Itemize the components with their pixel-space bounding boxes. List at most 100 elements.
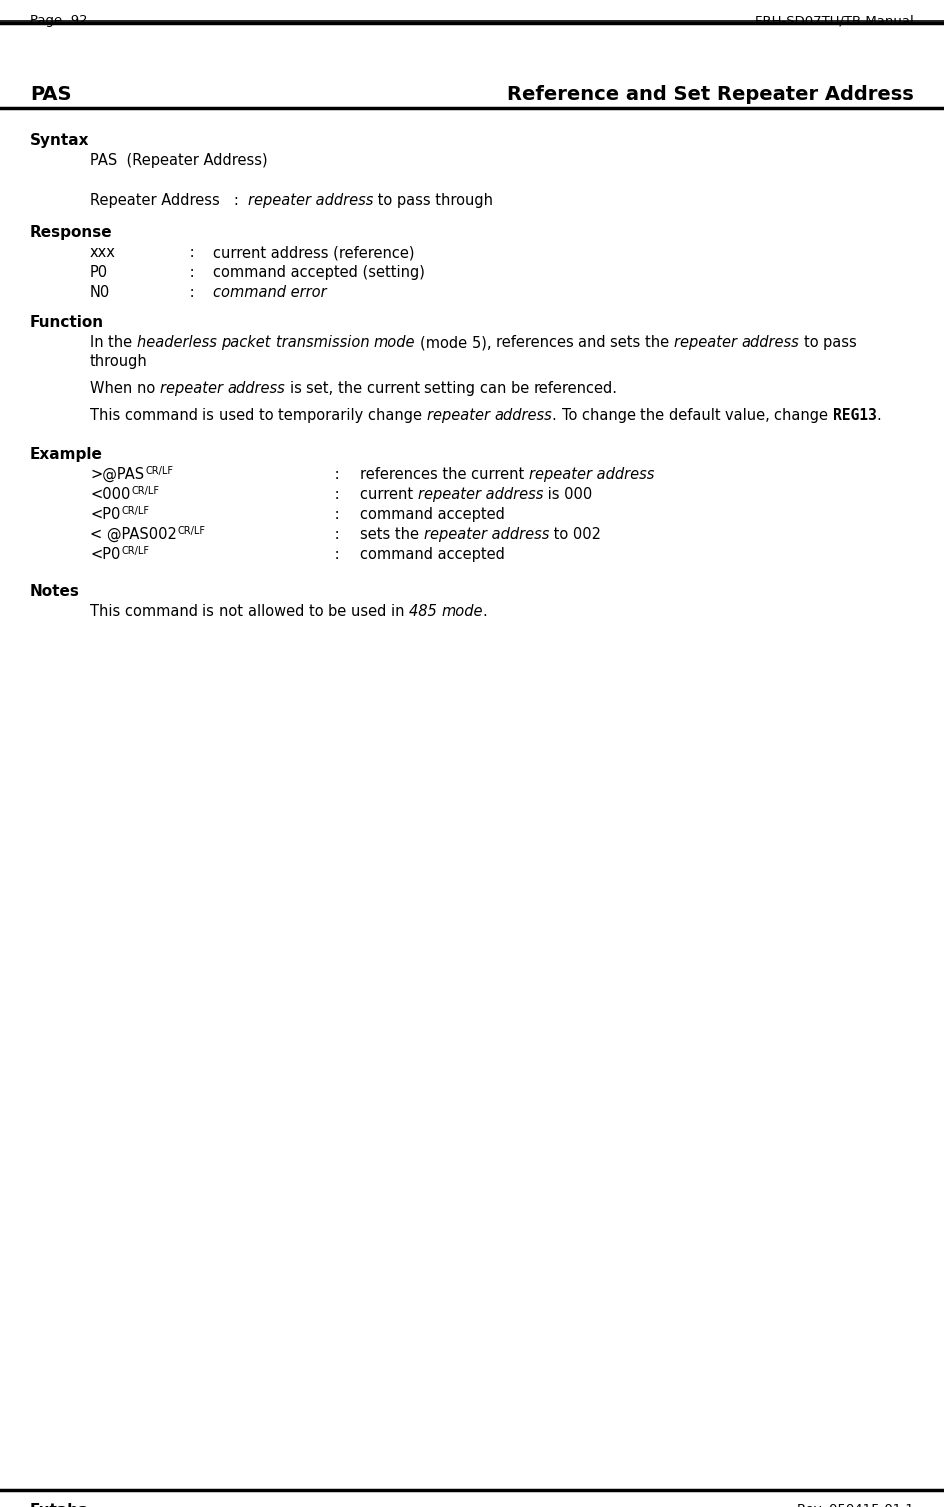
Text: >@PAS: >@PAS: [90, 467, 144, 482]
Text: set,: set,: [306, 381, 338, 396]
Text: To: To: [562, 408, 582, 423]
Text: used: used: [219, 408, 259, 423]
Text: current: current: [367, 381, 425, 396]
Text: is 000: is 000: [543, 487, 593, 502]
Text: value,: value,: [725, 408, 774, 423]
Text: :: :: [330, 506, 349, 521]
Text: .: .: [482, 604, 487, 619]
Text: repeater: repeater: [674, 335, 742, 350]
Text: :: :: [330, 487, 349, 502]
Text: temporarily: temporarily: [278, 408, 368, 423]
Text: <P0: <P0: [90, 547, 121, 562]
Text: mode: mode: [441, 604, 482, 619]
Text: used: used: [351, 604, 391, 619]
Text: <000: <000: [90, 487, 130, 502]
Text: transmission: transmission: [276, 335, 374, 350]
Text: FRH-SD07TU/TB Manual: FRH-SD07TU/TB Manual: [755, 14, 914, 27]
Text: PAS: PAS: [30, 86, 72, 104]
Text: is: is: [203, 408, 219, 423]
Text: mode: mode: [374, 335, 415, 350]
Text: change: change: [368, 408, 427, 423]
Text: command accepted: command accepted: [360, 506, 505, 521]
Text: to: to: [259, 408, 278, 423]
Text: Example: Example: [30, 448, 103, 463]
Text: :: :: [220, 193, 248, 208]
Text: sets the: sets the: [360, 527, 424, 543]
Text: 485: 485: [409, 604, 441, 619]
Text: PAS  (Repeater Address): PAS (Repeater Address): [90, 154, 268, 167]
Text: command: command: [125, 604, 203, 619]
Text: through: through: [90, 354, 148, 369]
Text: <P0: <P0: [90, 506, 121, 521]
Text: to: to: [309, 604, 328, 619]
Text: address: address: [228, 381, 285, 396]
Text: references the current: references the current: [360, 467, 529, 482]
Text: Function: Function: [30, 315, 104, 330]
Text: Futaba: Futaba: [30, 1502, 90, 1507]
Text: repeater address: repeater address: [424, 527, 549, 543]
Text: pass: pass: [823, 335, 862, 350]
Text: This: This: [90, 408, 125, 423]
Text: the: the: [640, 408, 669, 423]
Text: :: :: [185, 285, 204, 300]
Text: command: command: [125, 408, 203, 423]
Text: is: is: [290, 381, 306, 396]
Text: the: the: [338, 381, 367, 396]
Text: Syntax: Syntax: [30, 133, 90, 148]
Text: :: :: [330, 527, 349, 543]
Text: repeater address: repeater address: [529, 467, 654, 482]
Text: change: change: [774, 408, 834, 423]
Text: command accepted (setting): command accepted (setting): [213, 265, 425, 280]
Text: repeater: repeater: [427, 408, 495, 423]
Text: change: change: [582, 408, 640, 423]
Text: to 002: to 002: [549, 527, 601, 543]
Text: This: This: [90, 604, 125, 619]
Text: current: current: [360, 487, 418, 502]
Text: address: address: [742, 335, 800, 350]
Text: setting: setting: [425, 381, 480, 396]
Text: default: default: [669, 408, 725, 423]
Text: 5),: 5),: [472, 335, 496, 350]
Text: :: :: [330, 467, 349, 482]
Text: command accepted: command accepted: [360, 547, 505, 562]
Text: Rev. 050415-01.1: Rev. 050415-01.1: [797, 1502, 914, 1507]
Text: .: .: [877, 408, 882, 423]
Text: xxx: xxx: [90, 246, 116, 261]
Text: is: is: [203, 604, 219, 619]
Text: be: be: [328, 604, 351, 619]
Text: repeater address: repeater address: [418, 487, 543, 502]
Text: Notes: Notes: [30, 585, 80, 598]
Text: in: in: [391, 604, 409, 619]
Text: current address (reference): current address (reference): [213, 246, 414, 261]
Text: referenced.: referenced.: [534, 381, 618, 396]
Text: the: the: [646, 335, 674, 350]
Text: packet: packet: [222, 335, 276, 350]
Text: repeater address: repeater address: [248, 193, 373, 208]
Text: (mode: (mode: [420, 335, 472, 350]
Text: allowed: allowed: [247, 604, 309, 619]
Text: command error: command error: [213, 285, 327, 300]
Text: CR/LF: CR/LF: [131, 485, 160, 496]
Text: < @PAS002: < @PAS002: [90, 527, 177, 543]
Text: not: not: [219, 604, 247, 619]
Text: and: and: [579, 335, 611, 350]
Text: In: In: [90, 335, 109, 350]
Text: references: references: [496, 335, 579, 350]
Text: headerless: headerless: [137, 335, 222, 350]
Text: When: When: [90, 381, 137, 396]
Text: REG13: REG13: [834, 408, 877, 423]
Text: CR/LF: CR/LF: [122, 506, 149, 515]
Text: .: .: [552, 408, 562, 423]
Text: :: :: [185, 246, 204, 261]
Text: Response: Response: [30, 225, 112, 240]
Text: can: can: [480, 381, 511, 396]
Text: :: :: [185, 265, 204, 280]
Text: Reference and Set Repeater Address: Reference and Set Repeater Address: [507, 86, 914, 104]
Text: to: to: [804, 335, 823, 350]
Text: repeater: repeater: [160, 381, 228, 396]
Text: be: be: [511, 381, 534, 396]
Text: address: address: [495, 408, 552, 423]
Text: sets: sets: [611, 335, 646, 350]
Text: the: the: [109, 335, 137, 350]
Text: to pass through: to pass through: [373, 193, 494, 208]
